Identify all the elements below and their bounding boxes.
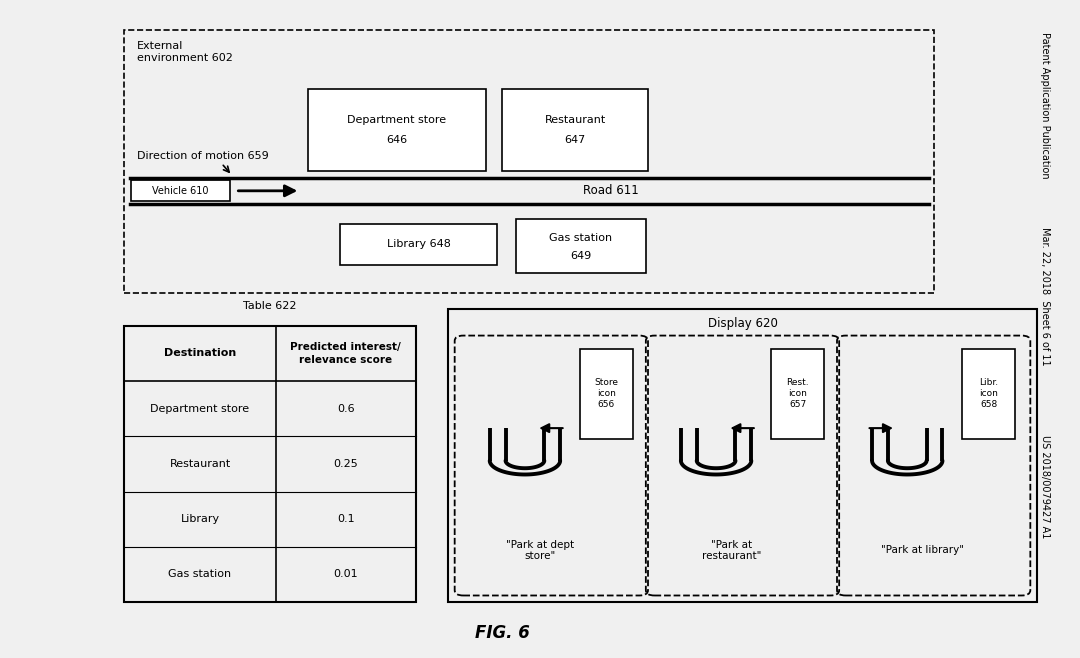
Text: Gas station: Gas station [550,232,612,243]
Text: Gas station: Gas station [168,569,231,580]
Bar [580,349,633,438]
Bar [448,309,1037,602]
Bar [502,89,648,171]
Bar [124,30,934,293]
Text: Department store: Department store [348,115,446,125]
Text: "Park at library": "Park at library" [881,545,964,555]
Text: "Park at
restaurant": "Park at restaurant" [702,540,761,561]
Text: FIG. 6: FIG. 6 [475,624,529,642]
Bar [131,180,230,201]
Text: 0.25: 0.25 [334,459,359,469]
Bar [516,219,646,273]
Text: 0.1: 0.1 [337,514,354,524]
Text: US 2018/0079427 A1: US 2018/0079427 A1 [1040,435,1051,539]
Bar [340,224,497,265]
Text: Library: Library [180,514,219,524]
Text: Display 620: Display 620 [707,317,778,330]
Text: Department store: Department store [150,403,249,414]
Text: Store
icon
656: Store icon 656 [594,378,619,409]
Text: 646: 646 [387,135,407,145]
Text: Mar. 22, 2018  Sheet 6 of 11: Mar. 22, 2018 Sheet 6 of 11 [1040,227,1051,365]
Text: External
environment 602: External environment 602 [137,41,233,63]
Text: 649: 649 [570,251,592,261]
Text: Vehicle 610: Vehicle 610 [152,186,208,196]
Text: Patent Application Publication: Patent Application Publication [1040,32,1051,178]
Text: Libr.
icon
658: Libr. icon 658 [980,378,998,409]
Text: 647: 647 [565,135,585,145]
Bar [962,349,1015,438]
Bar [771,349,824,438]
Text: 0.6: 0.6 [337,403,354,414]
Text: Table 622: Table 622 [243,301,297,311]
Bar [124,326,416,602]
Text: Restaurant: Restaurant [544,115,606,125]
Text: 0.01: 0.01 [334,569,359,580]
Text: Direction of motion 659: Direction of motion 659 [137,151,269,161]
Text: Rest.
icon
657: Rest. icon 657 [786,378,809,409]
Text: Predicted interest/
relevance score: Predicted interest/ relevance score [291,342,401,365]
Text: Destination: Destination [164,348,237,359]
Text: Restaurant: Restaurant [170,459,231,469]
Bar [308,89,486,171]
Text: "Park at dept
store": "Park at dept store" [507,540,575,561]
Text: Library 648: Library 648 [387,239,450,249]
Text: Road 611: Road 611 [583,184,639,197]
